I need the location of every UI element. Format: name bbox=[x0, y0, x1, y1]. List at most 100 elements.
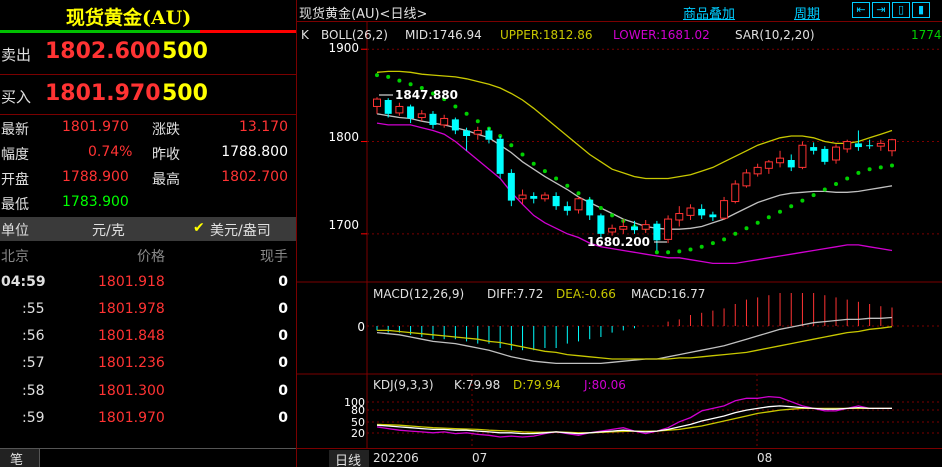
boll-lower-line bbox=[376, 122, 893, 265]
candle-body bbox=[373, 98, 381, 107]
kdj-k-line bbox=[376, 405, 892, 435]
tick-time: :56 bbox=[22, 328, 45, 344]
kdj-j-value: J:80.06 bbox=[583, 378, 626, 392]
y-label-1700: 1700 bbox=[328, 218, 359, 232]
candle-body bbox=[463, 130, 471, 136]
sar-dot bbox=[419, 86, 424, 90]
chart-area[interactable]: K BOLL(26,2) MID:1746.94 UPPER:1812.86 L… bbox=[297, 22, 942, 448]
tick-price: 1801.236 bbox=[98, 355, 165, 371]
change-value: 13.170 bbox=[239, 119, 288, 135]
sell-quote-row[interactable]: 卖出 1802.600 500 bbox=[0, 34, 296, 72]
sell-price: 1802.600 bbox=[45, 39, 161, 64]
unit-selector[interactable]: 单位 元/克 ✔ 美元/盎司 bbox=[0, 217, 296, 241]
tick-time: :57 bbox=[22, 355, 45, 371]
scroll-right-icon[interactable]: ⇥ bbox=[872, 2, 890, 18]
tick-row: 04:59 1801.918 0 bbox=[0, 270, 296, 297]
candle-body bbox=[563, 206, 571, 211]
divider bbox=[0, 114, 296, 115]
tick-vol: 0 bbox=[278, 383, 288, 399]
sar-dot bbox=[800, 198, 805, 203]
boll-label: BOLL(26,2) bbox=[321, 28, 388, 42]
sar-dot bbox=[890, 163, 894, 168]
candle-body bbox=[496, 138, 504, 174]
candle-body bbox=[664, 218, 673, 240]
unit-option-cny-gram[interactable]: 元/克 bbox=[92, 223, 125, 239]
macd-hist-value: MACD:16.77 bbox=[631, 287, 705, 301]
macd-y-zero: 0 bbox=[357, 320, 365, 334]
sar-dot bbox=[822, 187, 827, 192]
open-label: 开盘 bbox=[1, 172, 29, 188]
left-bottom-bar: 笔 bbox=[0, 448, 296, 467]
candle-body bbox=[395, 105, 404, 114]
candle-body bbox=[619, 225, 628, 230]
zoom-in-icon[interactable]: ▮ bbox=[912, 2, 930, 18]
sar-dot bbox=[766, 215, 771, 220]
sar-dot bbox=[375, 73, 379, 78]
candle-body bbox=[731, 183, 740, 203]
candle-body bbox=[641, 224, 650, 230]
sar-dot bbox=[431, 91, 435, 96]
kdj-label: KDJ(9,3,3) bbox=[373, 378, 434, 392]
candle-body bbox=[753, 166, 762, 175]
buy-quote-row[interactable]: 买入 1801.970 500 bbox=[0, 76, 296, 114]
tick-time: :55 bbox=[22, 301, 45, 317]
candle-body bbox=[675, 213, 684, 221]
sar-dot bbox=[733, 231, 738, 236]
candle-body bbox=[407, 106, 415, 119]
boll-lower-value: LOWER:1681.02 bbox=[613, 28, 710, 42]
buy-strength-bar bbox=[0, 30, 200, 33]
sar-dot bbox=[654, 250, 659, 255]
sar-dot bbox=[598, 206, 603, 210]
x-label-202206: 202206 bbox=[373, 451, 419, 465]
sar-dot bbox=[666, 250, 671, 255]
sar-dot bbox=[520, 152, 525, 157]
boll-mid-value: MID:1746.94 bbox=[405, 28, 482, 42]
macd-label: MACD(12,26,9) bbox=[373, 287, 464, 301]
candle-body bbox=[821, 148, 829, 162]
sar-label: SAR(10,2,20) bbox=[735, 28, 815, 42]
tick-detail-tab[interactable]: 笔 bbox=[0, 449, 40, 467]
candle-body bbox=[473, 129, 482, 135]
sar-dot bbox=[856, 170, 861, 175]
boll-mid-line bbox=[376, 113, 893, 230]
stat-row-latest: 最新 1801.970 涨跌 13.170 bbox=[0, 117, 296, 139]
tick-vol: 0 bbox=[278, 328, 288, 344]
period-daily-button[interactable]: 日线 bbox=[329, 450, 369, 467]
tick-row: :57 1801.236 0 bbox=[0, 351, 296, 378]
boll-upper-line bbox=[376, 70, 893, 180]
scroll-left-icon[interactable]: ⇤ bbox=[852, 2, 870, 18]
candle-body bbox=[540, 194, 549, 200]
kdj-y-80: 80 bbox=[351, 404, 365, 417]
period-link[interactable]: 周期 bbox=[794, 7, 821, 22]
sar-dot bbox=[789, 204, 794, 209]
zoom-out-icon[interactable]: ▯ bbox=[892, 2, 910, 18]
prev-close-value: 1788.800 bbox=[221, 144, 288, 160]
sar-dot bbox=[834, 182, 838, 186]
macd-diff-value: DIFF:7.72 bbox=[487, 287, 543, 301]
sar-dots bbox=[375, 73, 894, 255]
tick-time: 04:59 bbox=[1, 274, 46, 290]
x-axis-bar: 日线 202206 07 08 bbox=[297, 448, 942, 467]
sar-dot bbox=[475, 119, 480, 124]
tick-vol: 0 bbox=[278, 301, 288, 317]
min-price-annotation: 1680.200 bbox=[587, 235, 650, 249]
sar-dot bbox=[699, 244, 704, 249]
divider bbox=[0, 74, 296, 75]
unit-option-usd-oz[interactable]: 美元/盎司 bbox=[210, 223, 271, 239]
kdj-d-value: D:79.94 bbox=[513, 378, 561, 392]
kdj-y-50: 50 bbox=[351, 416, 365, 429]
tick-price: 1801.978 bbox=[98, 301, 165, 317]
tick-row: :58 1801.300 0 bbox=[0, 379, 296, 406]
sar-dot bbox=[397, 78, 402, 83]
tick-price: 1801.848 bbox=[98, 328, 165, 344]
candle-body bbox=[440, 117, 449, 126]
tick-row: :55 1801.978 0 bbox=[0, 297, 296, 324]
candle-body bbox=[720, 200, 729, 219]
panel-divider[interactable] bbox=[296, 0, 297, 467]
sar-dot bbox=[453, 104, 458, 109]
tick-time: :59 bbox=[22, 410, 45, 426]
overlay-commodity-link[interactable]: 商品叠加 bbox=[683, 7, 736, 22]
kdj-plot bbox=[376, 395, 892, 438]
tick-price: 1801.918 bbox=[98, 274, 165, 290]
tick-time: :58 bbox=[22, 383, 45, 399]
